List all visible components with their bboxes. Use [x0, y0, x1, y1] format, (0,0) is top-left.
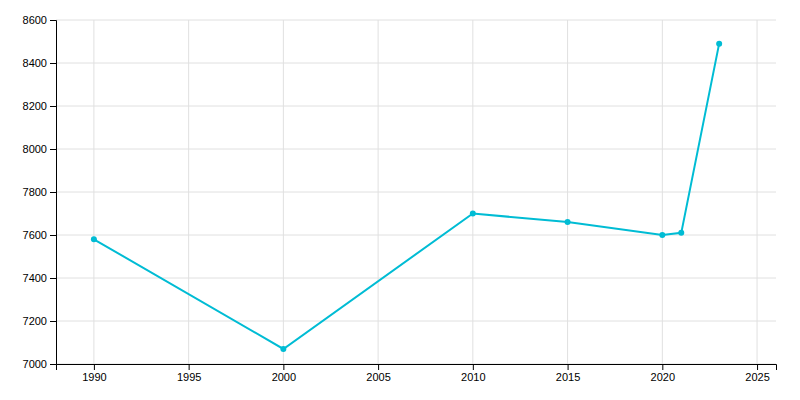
marker: [678, 230, 684, 236]
grid-line: [56, 192, 776, 193]
tick-mark: [50, 278, 56, 279]
tick-mark: [662, 364, 663, 370]
tick-mark: [50, 63, 56, 64]
grid-line: [56, 321, 776, 322]
tick-label: 7000: [23, 358, 47, 370]
marks: [91, 41, 722, 352]
tick-label: 2000: [272, 371, 296, 383]
tick-mark: [50, 235, 56, 236]
tick-mark: [50, 149, 56, 150]
tick: 8400: [23, 57, 56, 69]
tick-label: 1995: [177, 371, 201, 383]
tick: 1995: [177, 364, 201, 383]
grid-line: [56, 20, 776, 21]
tick: 8000: [23, 143, 56, 155]
tick-label: 8600: [23, 14, 47, 26]
marker: [91, 236, 97, 242]
x-axis: 1990 1995 2000 2005 2010 2015 2020 2025: [57, 364, 777, 383]
tick: 2020: [651, 364, 675, 383]
tick: 7600: [23, 229, 56, 241]
tick: 1990: [82, 364, 106, 383]
tick-mark: [568, 364, 569, 370]
marker: [470, 211, 476, 217]
marker: [565, 219, 571, 225]
tick: 2005: [366, 364, 390, 383]
tick-label: 8200: [23, 100, 47, 112]
tick: 7400: [23, 272, 56, 284]
axis-line: [57, 365, 777, 371]
tick-label: 8400: [23, 57, 47, 69]
tick-label: 8000: [23, 143, 47, 155]
tick-mark: [50, 364, 56, 365]
tick-mark: [94, 364, 95, 370]
tick-label: 2020: [651, 371, 675, 383]
tick-mark: [50, 192, 56, 193]
tick-mark: [189, 364, 190, 370]
tick: 8200: [23, 100, 56, 112]
tick-label: 7600: [23, 229, 47, 241]
tick: 2000: [272, 364, 296, 383]
tick: 2025: [745, 364, 769, 383]
grid-line: [56, 149, 776, 150]
tick-label: 2015: [556, 371, 580, 383]
line: [94, 44, 719, 349]
tick: 2015: [556, 364, 580, 383]
grid-line: [56, 278, 776, 279]
tick-label: 7400: [23, 272, 47, 284]
marker: [659, 232, 665, 238]
tick: 7200: [23, 315, 56, 327]
grid-line: [56, 106, 776, 107]
tick-mark: [757, 364, 758, 370]
tick: 8600: [23, 14, 56, 26]
tick-mark: [473, 364, 474, 370]
tick-label: 7800: [23, 186, 47, 198]
y-axis: 7000 7200 7400 7600 7800 8000 8200 8400 8600: [23, 14, 57, 370]
tick-mark: [283, 364, 284, 370]
tick: 7000: [23, 358, 56, 370]
axis-line: [50, 21, 57, 365]
tick-label: 2025: [745, 371, 769, 383]
tick-label: 2010: [461, 371, 485, 383]
tick: 2010: [461, 364, 485, 383]
marker: [280, 346, 286, 352]
tick-mark: [50, 321, 56, 322]
tick: 7800: [23, 186, 56, 198]
tick-mark: [378, 364, 379, 370]
grid-line: [56, 63, 776, 64]
plot: 1990 1995 2000 2005 2010 2015 2020 2025 7000 7200…: [23, 14, 777, 383]
tick-label: 7200: [23, 315, 47, 327]
grid: [56, 20, 776, 364]
tick-label: 2005: [366, 371, 390, 383]
tick-mark: [50, 20, 56, 21]
tick-label: 1990: [82, 371, 106, 383]
chart: 1990 1995 2000 2005 2010 2015 2020 2025 7000 7200…: [0, 0, 800, 400]
marker: [716, 41, 722, 47]
tick-mark: [50, 106, 56, 107]
